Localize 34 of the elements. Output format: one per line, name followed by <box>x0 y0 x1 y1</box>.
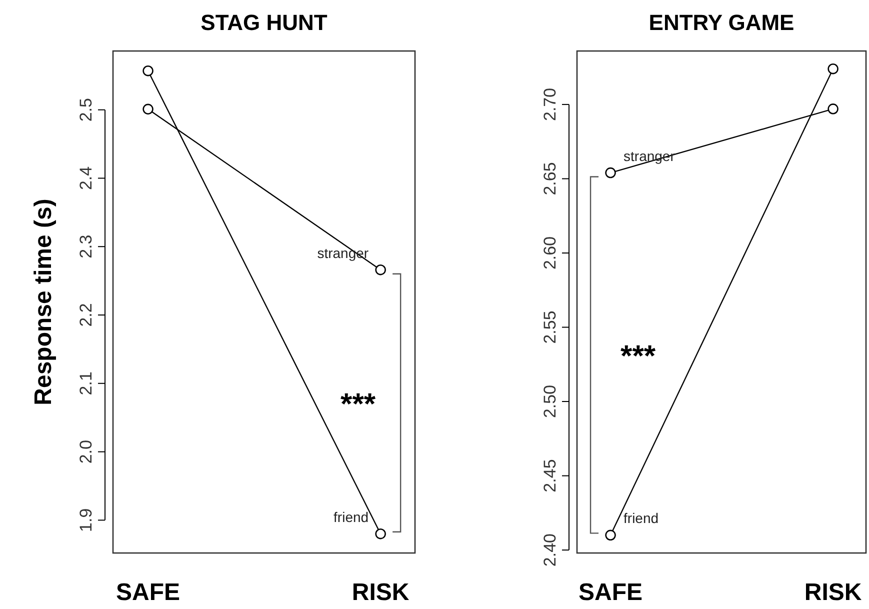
series-label: friend <box>624 510 659 526</box>
annotation: *** <box>340 388 376 421</box>
point <box>142 104 154 114</box>
y-tick-label: 2.4 <box>76 166 96 190</box>
chart-title: ENTRY GAME <box>648 10 794 35</box>
point <box>828 104 838 114</box>
annotation: *** <box>620 340 656 373</box>
y-tick-label: 2.70 <box>540 88 560 122</box>
y-tick-label: 2.55 <box>540 310 560 344</box>
y-tick-label: 1.9 <box>76 508 96 532</box>
y-tick-label: 2.5 <box>76 98 96 122</box>
x-tick-label: SAFE <box>116 579 180 606</box>
y-tick-label: 2.1 <box>76 372 96 396</box>
x-tick-label: RISK <box>804 579 862 606</box>
x-tick-label: RISK <box>352 579 410 606</box>
y-tick-label: 2.2 <box>76 303 96 327</box>
point <box>605 167 616 178</box>
point <box>828 63 838 74</box>
x-tick-label: SAFE <box>578 579 643 606</box>
y-tick-label: 2.0 <box>76 440 96 464</box>
point <box>605 530 616 541</box>
y-tick-label: 2.45 <box>540 459 560 492</box>
y-axis-title: Response time (s) <box>30 198 57 406</box>
y-tick-label: 2.40 <box>540 533 560 567</box>
series-label: stranger <box>624 148 676 164</box>
point <box>142 65 154 76</box>
point <box>375 264 386 276</box>
y-tick-label: 2.65 <box>540 162 560 196</box>
series-label: friend <box>334 508 369 525</box>
y-tick-label: 2.60 <box>540 236 560 270</box>
y-tick-label: 2.50 <box>540 384 560 418</box>
chart-title: STAG HUNT <box>200 10 328 35</box>
point <box>375 528 386 540</box>
y-tick-label: 2.3 <box>76 234 96 258</box>
